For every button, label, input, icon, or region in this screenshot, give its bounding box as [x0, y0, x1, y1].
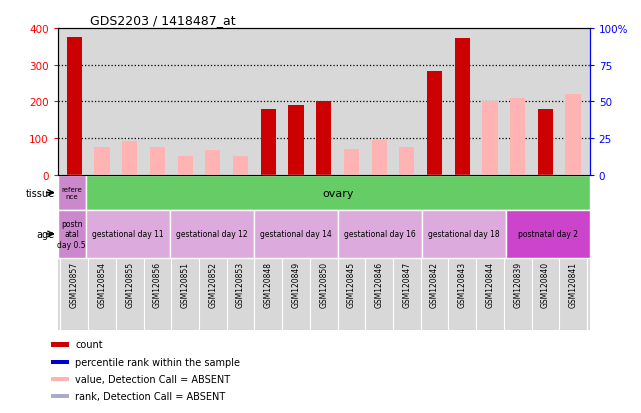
Bar	[316, 102, 331, 176]
Bar	[372, 141, 387, 176]
Bar	[150, 147, 165, 176]
Text: GSM120853: GSM120853	[236, 262, 245, 308]
Bar	[58, 211, 86, 258]
Text: GSM120845: GSM120845	[347, 262, 356, 308]
Text: GSM120842: GSM120842	[430, 262, 439, 308]
Text: GSM120840: GSM120840	[541, 262, 550, 308]
Text: GSM120855: GSM120855	[125, 262, 134, 308]
Text: rank, Detection Call = ABSENT: rank, Detection Call = ABSENT	[76, 392, 226, 401]
Text: count: count	[76, 339, 103, 349]
Text: gestational day 18: gestational day 18	[428, 230, 499, 239]
Text: gestational day 11: gestational day 11	[92, 230, 163, 239]
Text: ovary: ovary	[322, 188, 353, 198]
Text: gestational day 14: gestational day 14	[260, 230, 331, 239]
Bar	[178, 157, 193, 176]
Bar	[510, 99, 525, 176]
Text: GSM120851: GSM120851	[181, 262, 190, 308]
Bar	[261, 109, 276, 176]
Bar	[94, 148, 110, 176]
Text: GSM120839: GSM120839	[513, 262, 522, 308]
Text: refere
nce: refere nce	[62, 187, 82, 199]
Text: GSM120844: GSM120844	[485, 262, 494, 308]
Text: GSM120849: GSM120849	[292, 262, 301, 308]
Text: GDS2203 / 1418487_at: GDS2203 / 1418487_at	[90, 14, 235, 27]
Bar	[51, 394, 69, 399]
Bar	[399, 148, 415, 176]
Bar	[344, 150, 359, 176]
Bar	[482, 102, 497, 176]
Text: GSM120846: GSM120846	[374, 262, 383, 308]
Text: tissue: tissue	[26, 188, 54, 198]
Text: GSM120841: GSM120841	[569, 262, 578, 308]
Text: value, Detection Call = ABSENT: value, Detection Call = ABSENT	[76, 374, 231, 384]
Text: GSM120857: GSM120857	[70, 262, 79, 308]
Text: percentile rank within the sample: percentile rank within the sample	[76, 357, 240, 367]
Bar	[51, 342, 69, 347]
Text: postnatal day 2: postnatal day 2	[518, 230, 578, 239]
Bar	[288, 106, 304, 176]
Bar	[565, 95, 581, 176]
Bar	[205, 151, 221, 176]
Bar	[170, 211, 254, 258]
Bar	[506, 211, 590, 258]
Bar	[122, 141, 137, 176]
Bar	[233, 157, 248, 176]
Bar	[538, 109, 553, 176]
Bar	[454, 39, 470, 176]
Bar	[338, 211, 422, 258]
Text: GSM120856: GSM120856	[153, 262, 162, 308]
Text: gestational day 16: gestational day 16	[344, 230, 415, 239]
Text: GSM120854: GSM120854	[97, 262, 106, 308]
Bar	[422, 211, 506, 258]
Text: GSM120847: GSM120847	[403, 262, 412, 308]
Text: postn
atal
day 0.5: postn atal day 0.5	[58, 220, 86, 249]
Text: age: age	[37, 229, 54, 240]
Bar	[51, 360, 69, 364]
Text: GSM120843: GSM120843	[458, 262, 467, 308]
Bar	[67, 38, 82, 176]
Text: GSM120852: GSM120852	[208, 262, 217, 308]
Bar	[86, 211, 170, 258]
Bar	[254, 211, 338, 258]
Bar	[51, 377, 69, 381]
Text: gestational day 12: gestational day 12	[176, 230, 247, 239]
Text: GSM120850: GSM120850	[319, 262, 328, 308]
Bar	[427, 72, 442, 176]
Text: GSM120848: GSM120848	[264, 262, 273, 308]
Bar	[58, 176, 86, 211]
